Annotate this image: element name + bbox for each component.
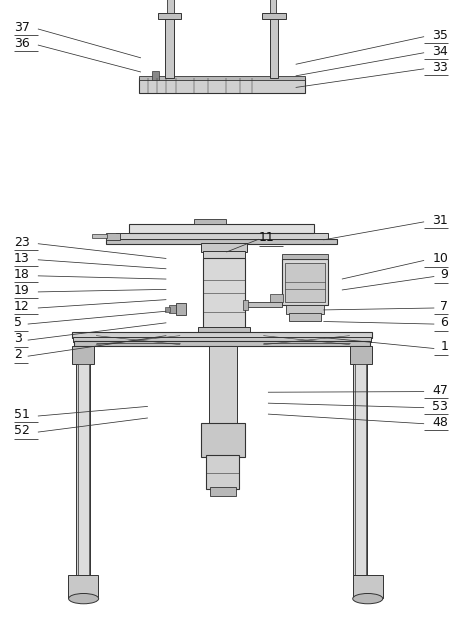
Text: 1: 1 <box>440 340 448 354</box>
Bar <box>165 15 174 78</box>
Text: 19: 19 <box>14 284 30 297</box>
Bar <box>243 300 248 310</box>
Bar <box>209 346 237 424</box>
Bar <box>201 243 247 252</box>
Bar <box>116 233 328 239</box>
Text: 48: 48 <box>432 415 448 429</box>
Bar <box>176 303 186 315</box>
Bar <box>201 423 245 457</box>
Bar <box>167 0 174 13</box>
Bar <box>282 259 328 305</box>
Bar <box>68 575 98 598</box>
Text: 11: 11 <box>259 231 274 244</box>
Text: 7: 7 <box>440 300 448 313</box>
Ellipse shape <box>353 593 383 604</box>
Bar <box>92 234 107 238</box>
Bar <box>74 341 370 346</box>
Text: 53: 53 <box>432 399 448 413</box>
Text: 13: 13 <box>14 251 30 265</box>
Text: 34: 34 <box>432 44 448 58</box>
Bar <box>286 305 324 314</box>
Bar <box>194 219 226 224</box>
Text: 12: 12 <box>14 300 30 313</box>
Bar <box>106 233 120 240</box>
Text: 37: 37 <box>14 21 30 34</box>
Bar <box>350 346 372 364</box>
Bar <box>73 337 371 342</box>
Text: 36: 36 <box>14 37 30 50</box>
Text: 2: 2 <box>14 348 22 361</box>
Text: 52: 52 <box>14 424 30 437</box>
Text: 23: 23 <box>14 235 30 249</box>
Bar <box>139 76 305 80</box>
Bar <box>200 332 249 338</box>
Bar <box>210 487 236 496</box>
Bar <box>78 364 89 575</box>
Bar <box>72 332 372 338</box>
Text: 31: 31 <box>432 213 448 227</box>
Text: 47: 47 <box>432 383 448 397</box>
Bar <box>76 364 90 575</box>
Bar <box>355 364 366 575</box>
Bar <box>245 302 282 307</box>
Bar <box>262 13 286 19</box>
Bar <box>152 71 159 80</box>
Bar <box>106 239 337 244</box>
Bar <box>203 258 245 328</box>
Bar <box>285 263 325 302</box>
Bar <box>282 254 328 259</box>
Bar <box>129 224 314 233</box>
Text: 10: 10 <box>432 252 448 266</box>
Text: 51: 51 <box>14 408 30 421</box>
Bar <box>270 294 283 302</box>
Bar <box>353 364 367 575</box>
Bar <box>72 346 94 364</box>
Text: 33: 33 <box>432 60 448 74</box>
Text: 18: 18 <box>14 267 30 281</box>
Bar <box>206 455 239 489</box>
Text: 3: 3 <box>14 332 22 345</box>
Bar <box>289 313 321 321</box>
Bar <box>270 0 276 13</box>
Bar <box>198 327 250 333</box>
Bar <box>169 305 176 313</box>
Bar <box>158 13 181 19</box>
Ellipse shape <box>68 593 99 604</box>
Text: 35: 35 <box>432 28 448 42</box>
Bar <box>139 78 305 93</box>
Bar <box>270 15 278 78</box>
Bar <box>165 307 170 312</box>
Bar <box>203 251 245 258</box>
Text: 9: 9 <box>440 268 448 282</box>
Text: 5: 5 <box>14 316 22 329</box>
Text: 6: 6 <box>440 316 448 329</box>
Bar <box>353 575 383 598</box>
